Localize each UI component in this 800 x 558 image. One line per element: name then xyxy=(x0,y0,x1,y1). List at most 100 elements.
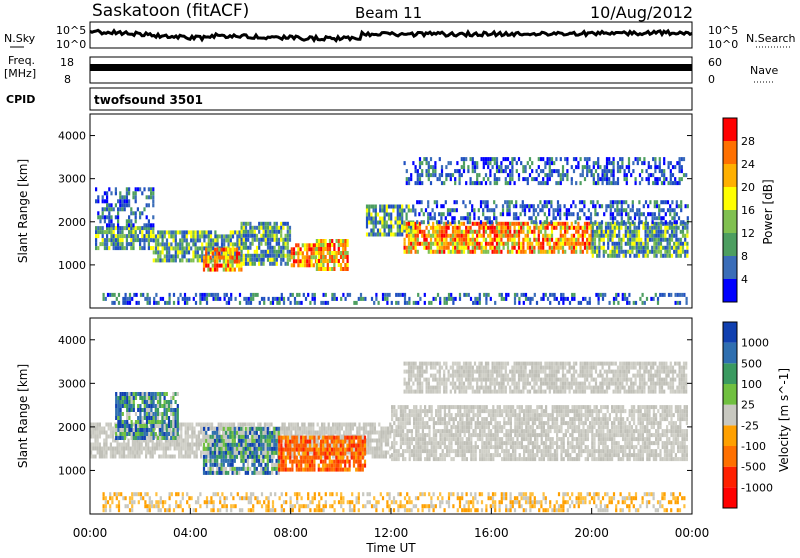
heatmap-cell xyxy=(608,157,610,161)
heatmap-cell xyxy=(604,173,606,177)
heatmap-cell xyxy=(463,230,465,234)
heatmap-cell xyxy=(489,230,491,234)
heatmap-cell xyxy=(465,230,467,234)
heatmap-cell xyxy=(164,301,166,305)
heatmap-cell xyxy=(248,297,250,301)
heatmap-cell xyxy=(508,413,510,417)
heatmap-cell xyxy=(119,199,121,203)
heatmap-cell xyxy=(103,297,105,301)
heatmap-cell xyxy=(543,453,545,457)
heatmap-cell xyxy=(516,169,518,173)
heatmap-cell xyxy=(276,226,278,230)
heatmap-cell xyxy=(560,445,562,449)
heatmap-cell xyxy=(470,441,472,445)
heatmap-cell xyxy=(505,429,507,433)
heatmap-cell xyxy=(439,157,441,161)
heatmap-cell xyxy=(415,453,417,457)
heatmap-cell xyxy=(230,242,232,246)
heatmap-cell xyxy=(494,453,496,457)
heatmap-cell xyxy=(199,254,201,258)
heatmap-cell xyxy=(314,293,316,297)
heatmap-cell xyxy=(616,220,618,224)
heatmap-cell xyxy=(325,293,327,297)
heatmap-cell xyxy=(555,216,557,220)
heatmap-cell xyxy=(220,423,222,427)
heatmap-cell xyxy=(184,230,186,234)
heatmap-cell xyxy=(584,165,586,169)
heatmap-cell xyxy=(159,242,161,246)
heatmap-cell xyxy=(180,451,182,455)
heatmap-cell xyxy=(505,234,507,238)
heatmap-cell xyxy=(106,246,108,250)
heatmap-cell xyxy=(222,423,224,427)
heatmap-cell xyxy=(128,215,130,219)
heatmap-cell xyxy=(471,204,473,208)
heatmap-cell xyxy=(414,209,416,213)
heatmap-cell xyxy=(250,297,252,301)
heatmap-cell xyxy=(531,242,533,246)
heatmap-cell xyxy=(569,246,571,250)
heatmap-cell xyxy=(521,437,523,441)
heatmap-cell xyxy=(487,177,489,181)
heatmap-cell xyxy=(408,242,410,246)
heatmap-cell xyxy=(369,431,371,435)
heatmap-cell xyxy=(483,429,485,433)
heatmap-cell xyxy=(159,254,161,258)
heatmap-cell xyxy=(245,226,247,230)
heatmap-cell xyxy=(368,217,370,221)
heatmap-cell xyxy=(415,449,417,453)
heatmap-cell xyxy=(512,429,514,433)
heatmap-cell xyxy=(549,246,551,250)
heatmap-cell xyxy=(410,246,412,250)
heatmap-cell xyxy=(185,451,187,455)
heatmap-cell xyxy=(571,226,573,230)
heatmap-cell xyxy=(542,208,544,212)
heatmap-cell xyxy=(674,216,676,220)
heatmap-cell xyxy=(497,425,499,429)
heatmap-cell xyxy=(646,297,648,301)
heatmap-cell xyxy=(378,301,380,305)
heatmap-cell xyxy=(360,293,362,297)
heatmap-cell xyxy=(522,222,524,226)
heatmap-cell xyxy=(245,254,247,258)
heatmap-cell xyxy=(664,230,666,234)
heatmap-cell xyxy=(638,208,640,212)
heatmap-cell xyxy=(166,230,168,234)
heatmap-cell xyxy=(598,222,600,226)
heatmap-cell xyxy=(476,246,478,250)
heatmap-cell xyxy=(399,229,401,233)
heatmap-cell xyxy=(126,219,128,223)
heatmap-cell xyxy=(509,234,511,238)
heatmap-cell xyxy=(148,195,150,199)
heatmap-cell xyxy=(643,204,645,208)
heatmap-cell xyxy=(402,409,404,413)
heatmap-cell xyxy=(486,417,488,421)
heatmap-cell xyxy=(511,173,513,177)
heatmap-cell xyxy=(509,169,511,173)
heatmap-cell xyxy=(124,246,126,250)
power-scatter-band xyxy=(203,248,243,272)
heatmap-cell xyxy=(160,455,162,459)
heatmap-cell xyxy=(97,226,99,230)
heatmap-cell xyxy=(481,425,483,429)
heatmap-cell xyxy=(393,437,395,441)
heatmap-cell xyxy=(454,234,456,238)
heatmap-cell xyxy=(429,212,431,216)
heatmap-cell xyxy=(105,423,107,427)
heatmap-cell xyxy=(241,258,243,262)
heatmap-cell xyxy=(119,195,121,199)
heatmap-cell xyxy=(625,234,627,238)
heatmap-cell xyxy=(165,455,167,459)
heatmap-cell xyxy=(571,181,573,185)
heatmap-cell xyxy=(302,243,304,247)
heatmap-cell xyxy=(132,195,134,199)
heatmap-cell xyxy=(417,457,419,461)
heatmap-cell xyxy=(268,423,270,427)
heatmap-cell xyxy=(369,435,371,439)
heatmap-cell xyxy=(511,242,513,246)
heatmap-cell xyxy=(123,443,125,447)
heatmap-cell xyxy=(556,405,558,409)
heatmap-cell xyxy=(538,449,540,453)
heatmap-cell xyxy=(313,247,315,251)
heatmap-cell xyxy=(467,234,469,238)
